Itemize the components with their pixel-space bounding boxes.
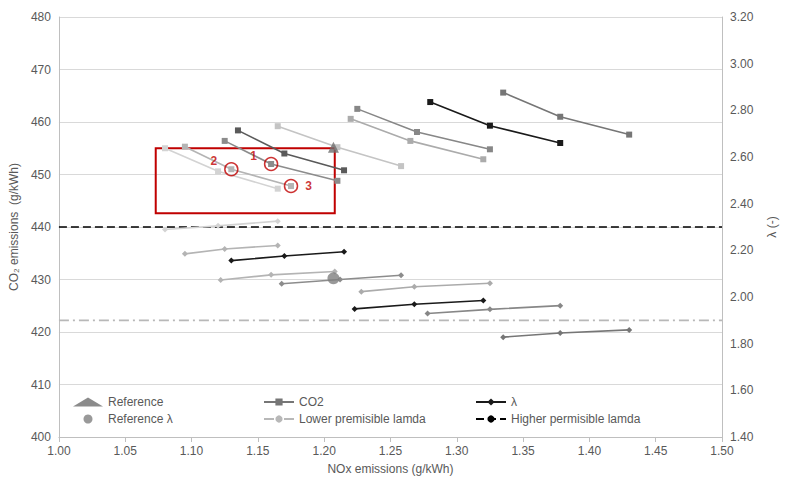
svg-text:1.40: 1.40 bbox=[578, 444, 602, 458]
svg-text:1.15: 1.15 bbox=[246, 444, 270, 458]
svg-text:1.00: 1.00 bbox=[47, 444, 71, 458]
svg-text:1.40: 1.40 bbox=[730, 430, 754, 444]
svg-text:2.80: 2.80 bbox=[730, 103, 754, 117]
svg-text:1.80: 1.80 bbox=[730, 337, 754, 351]
svg-text:1.10: 1.10 bbox=[180, 444, 204, 458]
svg-text:Reference λ: Reference λ bbox=[108, 412, 173, 426]
svg-text:2.40: 2.40 bbox=[730, 197, 754, 211]
svg-text:λ: λ bbox=[511, 395, 517, 409]
svg-text:1.60: 1.60 bbox=[730, 383, 754, 397]
svg-text:1.50: 1.50 bbox=[710, 444, 734, 458]
svg-text:λ (-): λ (-) bbox=[765, 216, 779, 237]
svg-text:1: 1 bbox=[250, 149, 257, 163]
svg-text:480: 480 bbox=[31, 10, 51, 24]
svg-text:470: 470 bbox=[31, 63, 51, 77]
svg-text:Reference: Reference bbox=[108, 395, 164, 409]
svg-text:1.45: 1.45 bbox=[644, 444, 668, 458]
svg-text:NOx emissions (g/kWh): NOx emissions (g/kWh) bbox=[327, 462, 453, 476]
svg-text:3: 3 bbox=[305, 179, 312, 193]
svg-text:3.20: 3.20 bbox=[730, 10, 754, 24]
svg-text:450: 450 bbox=[31, 168, 51, 182]
svg-text:1.25: 1.25 bbox=[379, 444, 403, 458]
svg-text:CO2: CO2 bbox=[299, 395, 324, 409]
svg-text:400: 400 bbox=[31, 430, 51, 444]
svg-text:430: 430 bbox=[31, 273, 51, 287]
svg-text:1.35: 1.35 bbox=[511, 444, 535, 458]
svg-text:3.00: 3.00 bbox=[730, 57, 754, 71]
svg-text:420: 420 bbox=[31, 325, 51, 339]
svg-text:410: 410 bbox=[31, 378, 51, 392]
svg-text:2.60: 2.60 bbox=[730, 150, 754, 164]
svg-text:Higher permisible lamda: Higher permisible lamda bbox=[511, 412, 641, 426]
svg-text:460: 460 bbox=[31, 115, 51, 129]
svg-text:440: 440 bbox=[31, 220, 51, 234]
svg-text:1.20: 1.20 bbox=[312, 444, 336, 458]
svg-text:CO₂ emissions (g/kWh): CO₂ emissions (g/kWh) bbox=[7, 163, 21, 291]
svg-text:2.00: 2.00 bbox=[730, 290, 754, 304]
svg-text:1.05: 1.05 bbox=[114, 444, 138, 458]
svg-text:Lower premisible lamda: Lower premisible lamda bbox=[299, 412, 426, 426]
svg-text:2.20: 2.20 bbox=[730, 243, 754, 257]
svg-text:2: 2 bbox=[210, 154, 217, 168]
svg-text:1.30: 1.30 bbox=[445, 444, 469, 458]
